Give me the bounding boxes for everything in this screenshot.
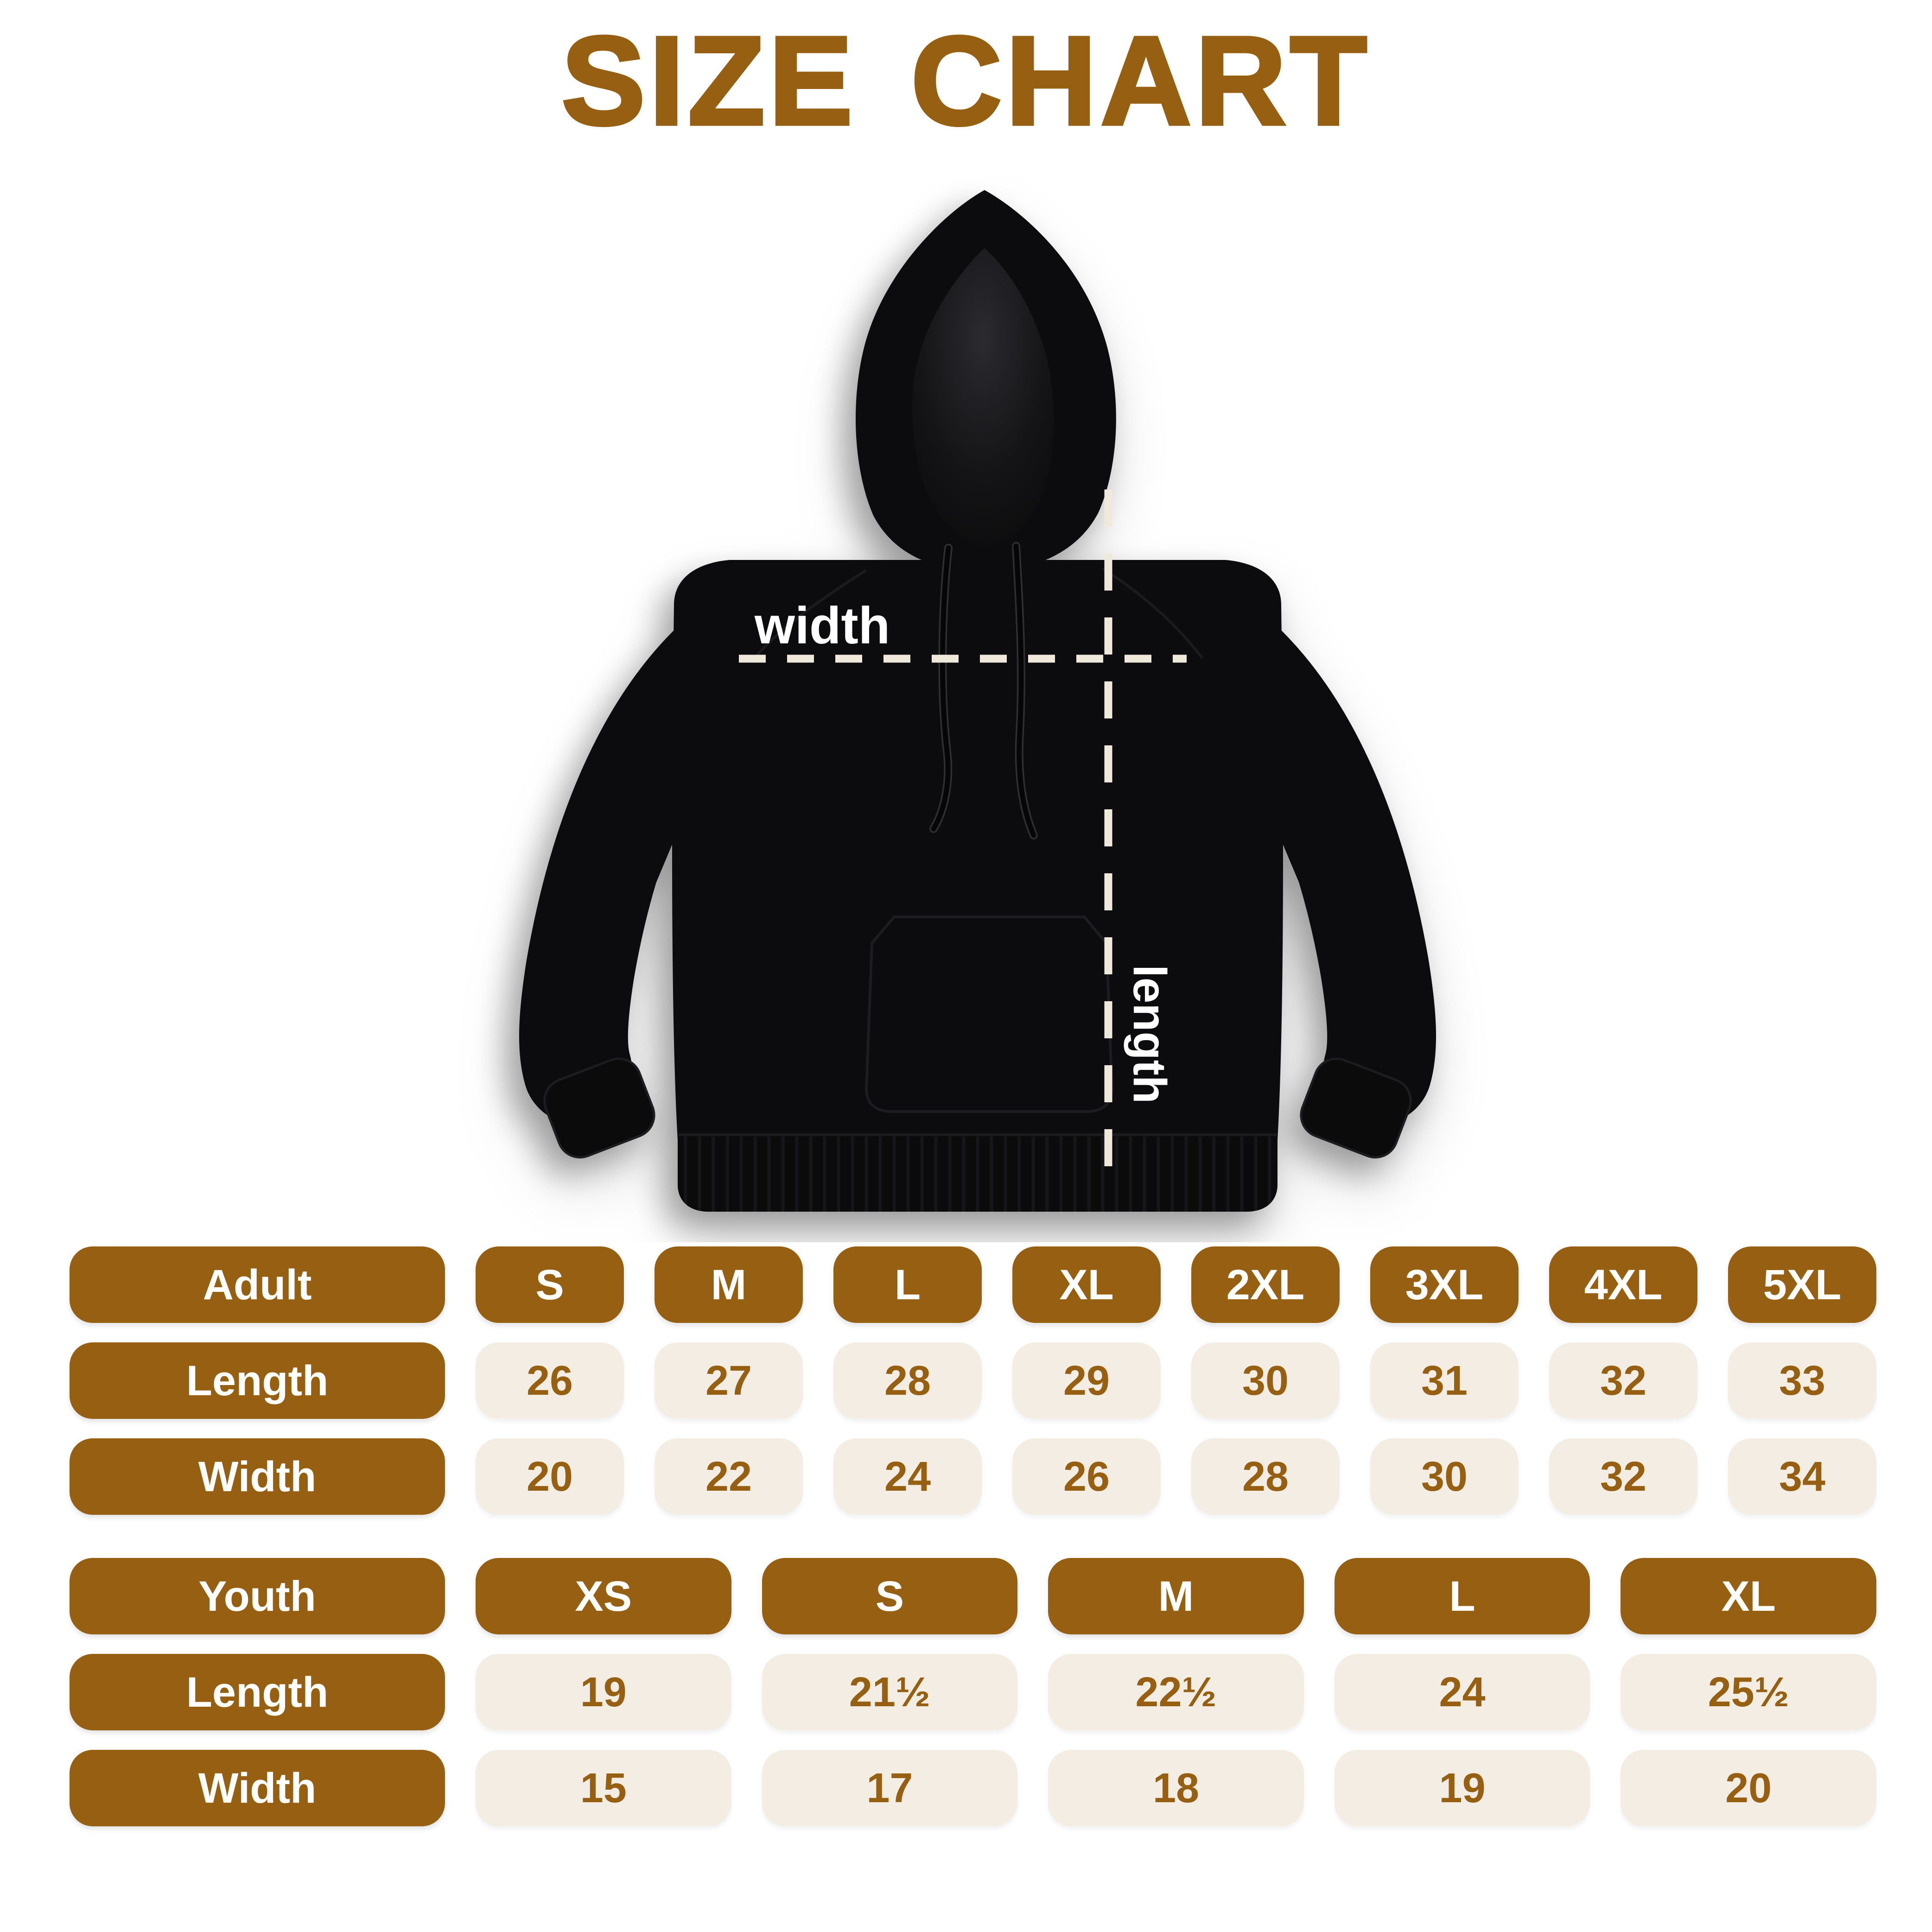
size-pill: XL bbox=[1012, 1246, 1161, 1323]
row-label-pill: Length bbox=[70, 1342, 445, 1419]
table-row: Width 20 22 24 26 28 30 32 34 bbox=[70, 1438, 1876, 1515]
hoodie-figure: width length bbox=[456, 153, 1499, 1242]
table-row: Youth XS S M L XL bbox=[70, 1558, 1876, 1634]
value-pill: 20 bbox=[1621, 1750, 1876, 1826]
table-row: Adult S M L XL 2XL 3XL 4XL 5XL bbox=[70, 1246, 1876, 1323]
size-pill: L bbox=[833, 1246, 982, 1323]
size-pill: M bbox=[655, 1246, 803, 1323]
value-pill: 28 bbox=[833, 1342, 982, 1419]
hoodie-left-cuff bbox=[543, 1057, 655, 1159]
length-label: length bbox=[1124, 965, 1176, 1104]
hoodie-hood-lining bbox=[912, 248, 1054, 547]
value-pill: 31 bbox=[1370, 1342, 1519, 1419]
value-pill: 19 bbox=[1334, 1750, 1590, 1826]
width-label: width bbox=[754, 597, 890, 655]
hoodie-pocket bbox=[864, 915, 1114, 1113]
table-row: Length 19 21½ 22½ 24 25½ bbox=[70, 1654, 1876, 1730]
hoodie-body bbox=[672, 560, 1283, 1212]
youth-table-title: Youth bbox=[70, 1558, 445, 1634]
hoodie-drawstrings bbox=[929, 542, 1038, 839]
value-pill: 33 bbox=[1728, 1342, 1876, 1419]
row-label-pill: Length bbox=[70, 1654, 445, 1730]
value-pill: 24 bbox=[1334, 1654, 1590, 1730]
hoodie-left-seam bbox=[751, 569, 867, 661]
value-pill: 30 bbox=[1191, 1342, 1340, 1419]
adult-size-table: Adult S M L XL 2XL 3XL 4XL 5XL Length 26… bbox=[70, 1246, 1876, 1515]
size-pill: 4XL bbox=[1549, 1246, 1697, 1323]
size-pill: L bbox=[1334, 1558, 1590, 1634]
value-pill: 30 bbox=[1370, 1438, 1519, 1515]
hoodie-right-cuff bbox=[1300, 1057, 1412, 1159]
row-label-pill: Width bbox=[70, 1750, 445, 1826]
size-pill: XS bbox=[476, 1558, 731, 1634]
adult-table-title: Adult bbox=[70, 1246, 445, 1323]
value-pill: 28 bbox=[1191, 1438, 1340, 1515]
value-pill: 17 bbox=[762, 1750, 1018, 1826]
value-pill: 32 bbox=[1549, 1438, 1697, 1515]
table-row: Length 26 27 28 29 30 31 32 33 bbox=[70, 1342, 1876, 1419]
value-pill: 24 bbox=[833, 1438, 982, 1515]
value-pill: 25½ bbox=[1621, 1654, 1876, 1730]
value-pill: 20 bbox=[476, 1438, 624, 1515]
value-pill: 26 bbox=[1012, 1438, 1161, 1515]
hoodie-hem-band bbox=[678, 1137, 1277, 1212]
size-tables: Adult S M L XL 2XL 3XL 4XL 5XL Length 26… bbox=[0, 1246, 1932, 1846]
size-pill: XL bbox=[1621, 1558, 1876, 1634]
value-pill: 19 bbox=[476, 1654, 731, 1730]
row-label-pill: Width bbox=[70, 1438, 445, 1515]
youth-size-table: Youth XS S M L XL Length 19 21½ 22½ 24 2… bbox=[70, 1558, 1876, 1826]
value-pill: 29 bbox=[1012, 1342, 1161, 1419]
value-pill: 18 bbox=[1048, 1750, 1304, 1826]
size-pill: 3XL bbox=[1370, 1246, 1519, 1323]
table-row: Width 15 17 18 19 20 bbox=[70, 1750, 1876, 1826]
value-pill: 32 bbox=[1549, 1342, 1697, 1419]
value-pill: 22 bbox=[655, 1438, 803, 1515]
value-pill: 15 bbox=[476, 1750, 731, 1826]
hoodie-image bbox=[519, 190, 1436, 1212]
size-pill: 2XL bbox=[1191, 1246, 1340, 1323]
hoodie-right-seam bbox=[1102, 567, 1204, 659]
size-pill: 5XL bbox=[1728, 1246, 1876, 1323]
value-pill: 26 bbox=[476, 1342, 624, 1419]
value-pill: 22½ bbox=[1048, 1654, 1304, 1730]
size-pill: S bbox=[476, 1246, 624, 1323]
page-title: SIZE CHART bbox=[560, 9, 1371, 153]
hoodie-svg: width length bbox=[519, 190, 1436, 1212]
size-pill: S bbox=[762, 1558, 1018, 1634]
size-pill: M bbox=[1048, 1558, 1304, 1634]
value-pill: 34 bbox=[1728, 1438, 1876, 1515]
value-pill: 27 bbox=[655, 1342, 803, 1419]
value-pill: 21½ bbox=[762, 1654, 1018, 1730]
